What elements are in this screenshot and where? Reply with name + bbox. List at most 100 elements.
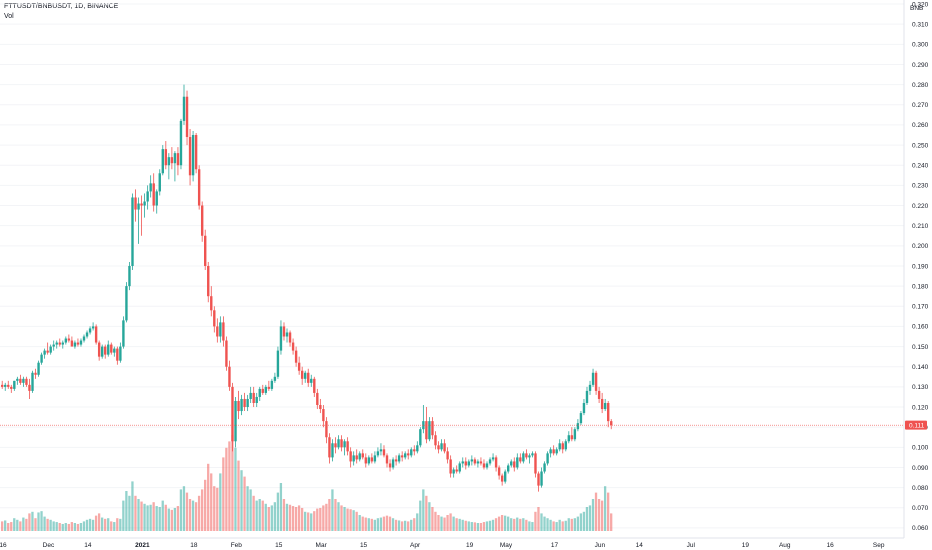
candle-body xyxy=(249,392,252,399)
time-tick-label: Jul xyxy=(687,542,696,549)
volume-bar xyxy=(476,523,480,531)
price-tick-label: 0.250 xyxy=(912,142,929,149)
candle-body xyxy=(161,149,164,174)
volume-bar xyxy=(503,515,507,531)
candle-body xyxy=(461,461,464,464)
volume-bar xyxy=(234,447,237,531)
candle-body xyxy=(340,439,343,448)
volume-bar xyxy=(522,518,525,531)
price-tick-label: 0.320 xyxy=(912,1,929,8)
candle-body xyxy=(364,457,367,464)
volume-bar xyxy=(273,502,276,531)
volume-bar xyxy=(4,520,7,531)
volume-bar xyxy=(304,511,307,531)
volume-bar xyxy=(410,519,413,531)
volume-bar xyxy=(146,505,149,531)
candle-body xyxy=(113,348,116,353)
candle-body xyxy=(407,453,410,456)
volume-bar xyxy=(67,523,70,531)
candle-body xyxy=(1,384,4,387)
price-tick-label: 0.220 xyxy=(912,203,929,210)
volume-bar xyxy=(216,487,219,531)
candle-body xyxy=(46,350,49,353)
volume-bar xyxy=(191,500,195,531)
candle-body xyxy=(503,471,507,482)
volume-bar xyxy=(285,503,289,531)
volume-bar xyxy=(337,502,340,531)
volume-bar xyxy=(507,516,510,531)
candle-body xyxy=(82,336,86,341)
volume-bar xyxy=(155,506,158,531)
candle-body xyxy=(316,392,319,406)
candle-body xyxy=(558,443,561,450)
candle-body xyxy=(482,463,486,468)
candle-body xyxy=(570,435,574,440)
volume-bar xyxy=(46,518,49,531)
volume-bar xyxy=(425,495,428,531)
volume-bar xyxy=(194,502,198,531)
candle-body xyxy=(167,157,171,166)
volume-bar xyxy=(188,499,192,531)
volume-label: Vol xyxy=(4,13,14,20)
candle-body xyxy=(79,340,83,345)
candle-body xyxy=(179,120,183,166)
candle-body xyxy=(191,135,195,176)
volume-bar xyxy=(603,486,607,531)
volume-bar xyxy=(225,447,228,531)
candle-body xyxy=(104,346,107,355)
volume-bar xyxy=(419,500,422,531)
candle-body xyxy=(252,392,255,403)
volume-bar xyxy=(582,511,586,531)
candle-body xyxy=(519,457,522,462)
volume-bar xyxy=(179,489,183,531)
candle-body xyxy=(140,203,143,206)
candle-body xyxy=(603,402,607,410)
candle-body xyxy=(94,326,98,343)
volume-bar xyxy=(461,519,464,531)
price-tick-label: 0.170 xyxy=(912,304,929,311)
candle-body xyxy=(573,429,577,440)
candle-body xyxy=(446,451,449,460)
volume-bar xyxy=(340,505,343,531)
volume-bar xyxy=(352,510,355,531)
candle-body xyxy=(279,326,283,351)
volume-bar xyxy=(576,516,579,531)
volume-bar xyxy=(107,518,110,531)
time-tick-label: Dec xyxy=(43,542,55,549)
candle-body xyxy=(164,149,168,166)
price-tick-label: 0.280 xyxy=(912,82,929,89)
candle-body xyxy=(500,475,504,482)
volume-bar xyxy=(588,505,592,531)
candle-body xyxy=(122,320,125,347)
candle-body xyxy=(322,409,325,422)
volume-bar xyxy=(416,513,419,531)
candle-body xyxy=(440,443,443,450)
candle-body xyxy=(110,344,113,353)
candle-body xyxy=(494,457,498,468)
volume-bar xyxy=(94,515,98,531)
volume-bar xyxy=(316,508,319,531)
candle-body xyxy=(143,201,146,206)
candle-body xyxy=(255,396,258,403)
time-tick-label: 15 xyxy=(360,542,368,549)
candle-body xyxy=(382,449,386,456)
candle-body xyxy=(370,457,374,462)
volume-bar xyxy=(325,503,328,531)
time-tick-label: 17 xyxy=(551,542,559,549)
candle-body xyxy=(261,388,264,393)
candle-body xyxy=(540,471,543,486)
candle-body xyxy=(410,449,413,456)
currency-label: BNB xyxy=(910,5,923,12)
volume-bar xyxy=(40,511,43,531)
candle-body xyxy=(240,398,243,412)
candle-body xyxy=(119,346,122,361)
candle-body xyxy=(22,378,25,383)
time-tick-label: 19 xyxy=(466,542,474,549)
volume-bar xyxy=(64,523,67,531)
candle-body xyxy=(349,451,352,462)
candle-body xyxy=(543,463,546,472)
volume-bar xyxy=(440,516,443,531)
volume-bar xyxy=(61,523,64,531)
volume-bar xyxy=(397,520,401,531)
